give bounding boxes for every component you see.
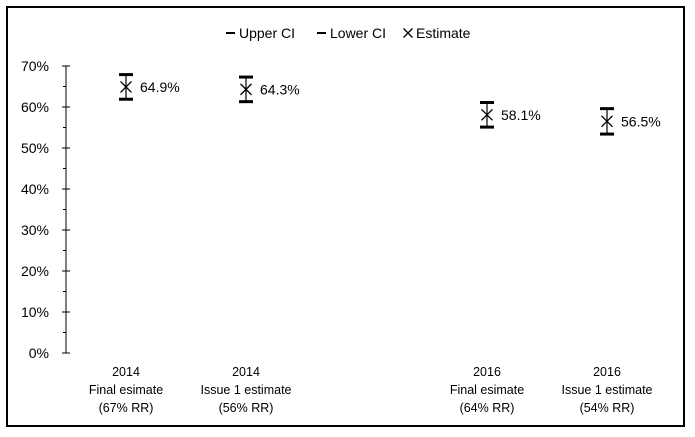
- x-category-label: Final esimate: [89, 383, 163, 397]
- x-category-label: Issue 1 estimate: [561, 383, 652, 397]
- estimate-data-label: 58.1%: [501, 107, 541, 123]
- estimate-data-label: 56.5%: [621, 113, 661, 129]
- y-tick-label: 50%: [21, 140, 49, 156]
- legend-label: Estimate: [416, 25, 471, 41]
- x-category-label: (67% RR): [99, 401, 154, 415]
- x-category-label: Final esimate: [450, 383, 524, 397]
- legend-label: Upper CI: [239, 25, 295, 41]
- y-tick-label: 70%: [21, 58, 49, 74]
- x-category-label: 2016: [473, 365, 501, 379]
- x-category-label: 2014: [232, 365, 260, 379]
- x-category-label: 2014: [112, 365, 140, 379]
- estimate-data-label: 64.3%: [260, 81, 300, 97]
- legend-x-symbol: [403, 28, 413, 38]
- y-tick-label: 30%: [21, 222, 49, 238]
- legend-label: Lower CI: [330, 25, 386, 41]
- y-tick-label: 20%: [21, 263, 49, 279]
- estimate-data-label: 64.9%: [140, 79, 180, 95]
- estimate-marker: [120, 80, 132, 93]
- chart-frame: [6, 6, 685, 427]
- y-tick-label: 10%: [21, 304, 49, 320]
- x-category-label: (64% RR): [460, 401, 515, 415]
- x-category-label: (56% RR): [219, 401, 274, 415]
- x-category-label: (54% RR): [580, 401, 635, 415]
- y-tick-label: 40%: [21, 181, 49, 197]
- estimate-marker: [240, 83, 252, 96]
- y-tick-label: 60%: [21, 99, 49, 115]
- x-category-label: 2016: [593, 365, 621, 379]
- estimate-marker: [481, 108, 493, 121]
- y-tick-label: 0%: [29, 345, 49, 361]
- estimate-marker: [601, 115, 613, 128]
- x-category-label: Issue 1 estimate: [200, 383, 291, 397]
